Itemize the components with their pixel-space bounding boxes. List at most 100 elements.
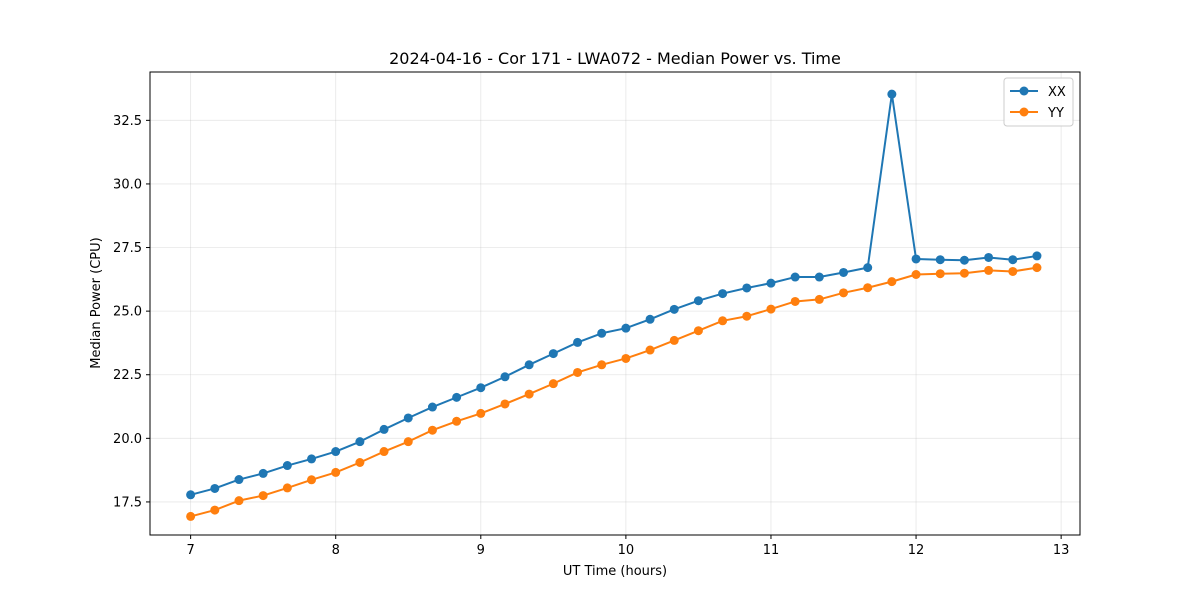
- data-point-xx: [573, 337, 583, 347]
- data-point-xx: [258, 468, 268, 478]
- data-point-xx: [234, 475, 244, 485]
- data-point-yy: [282, 483, 292, 493]
- data-point-yy: [669, 335, 679, 345]
- data-point-xx: [959, 255, 969, 265]
- data-point-yy: [693, 326, 703, 336]
- data-point-yy: [452, 416, 462, 426]
- data-point-yy: [935, 269, 945, 279]
- data-point-yy: [331, 467, 341, 477]
- data-point-yy: [887, 277, 897, 287]
- data-point-xx: [814, 272, 824, 282]
- data-point-xx: [427, 402, 437, 412]
- data-point-xx: [766, 278, 776, 288]
- data-point-xx: [669, 304, 679, 314]
- data-point-xx: [500, 372, 510, 382]
- x-tick-label: 11: [763, 543, 780, 558]
- data-point-yy: [548, 379, 558, 389]
- data-point-xx: [621, 323, 631, 333]
- data-point-xx: [718, 289, 728, 299]
- data-point-yy: [814, 294, 824, 304]
- data-point-yy: [621, 353, 631, 363]
- chart-title: 2024-04-16 - Cor 171 - LWA072 - Median P…: [389, 49, 841, 68]
- data-point-yy: [500, 399, 510, 409]
- y-axis-label: Median Power (CPU): [89, 237, 104, 368]
- x-axis-label: UT Time (hours): [563, 564, 667, 579]
- data-point-yy: [307, 475, 317, 485]
- x-tick-label: 13: [1053, 543, 1070, 558]
- legend-marker-xx: [1019, 86, 1029, 96]
- x-tick-label: 12: [908, 543, 925, 558]
- data-point-yy: [645, 345, 655, 355]
- data-point-yy: [790, 296, 800, 306]
- x-tick-label: 7: [186, 543, 194, 558]
- data-point-yy: [984, 265, 994, 275]
- data-point-xx: [307, 454, 317, 464]
- data-point-yy: [427, 425, 437, 435]
- data-point-xx: [524, 360, 534, 370]
- data-point-xx: [790, 272, 800, 282]
- data-point-xx: [355, 437, 365, 447]
- x-tick-label: 10: [618, 543, 635, 558]
- data-point-xx: [403, 413, 413, 423]
- legend-label-yy: YY: [1047, 106, 1064, 121]
- data-point-xx: [452, 392, 462, 402]
- data-point-yy: [355, 457, 365, 467]
- data-point-xx: [379, 424, 389, 434]
- data-point-xx: [935, 255, 945, 265]
- grid-layer: [150, 72, 1080, 535]
- data-point-xx: [186, 490, 196, 500]
- data-point-yy: [597, 360, 607, 370]
- data-point-yy: [573, 367, 583, 377]
- data-point-xx: [210, 483, 220, 493]
- data-point-xx: [863, 263, 873, 273]
- data-point-yy: [476, 408, 486, 418]
- series-layer: [186, 89, 1042, 521]
- data-point-xx: [597, 328, 607, 338]
- data-point-yy: [258, 491, 268, 501]
- data-point-yy: [839, 288, 849, 298]
- legend: XX YY: [1003, 77, 1074, 127]
- y-tick-label: 20.0: [113, 432, 142, 447]
- plot-frame: [149, 71, 1081, 536]
- data-point-yy: [379, 447, 389, 457]
- y-tick-label: 22.5: [113, 368, 142, 383]
- data-point-xx: [911, 254, 921, 264]
- y-tick-label: 27.5: [113, 241, 142, 256]
- data-point-xx: [282, 461, 292, 471]
- y-tick-label: 30.0: [113, 177, 142, 192]
- data-point-yy: [1032, 263, 1042, 273]
- data-point-xx: [887, 89, 897, 99]
- data-point-yy: [911, 269, 921, 279]
- data-point-xx: [331, 447, 341, 457]
- y-tick-label: 25.0: [113, 305, 142, 320]
- data-point-xx: [645, 314, 655, 324]
- data-point-yy: [863, 283, 873, 293]
- data-point-xx: [693, 296, 703, 306]
- legend-label-xx: XX: [1048, 85, 1066, 100]
- x-tick-label: 8: [332, 543, 340, 558]
- data-point-yy: [403, 437, 413, 447]
- data-point-xx: [1008, 255, 1018, 265]
- data-point-xx: [476, 383, 486, 393]
- legend-marker-yy: [1019, 107, 1029, 117]
- y-tick-label: 17.5: [113, 495, 142, 510]
- data-point-yy: [1008, 266, 1018, 276]
- y-tick-label: 32.5: [113, 114, 142, 129]
- data-point-yy: [766, 304, 776, 314]
- data-point-yy: [959, 268, 969, 278]
- data-point-xx: [984, 252, 994, 262]
- data-point-yy: [718, 316, 728, 326]
- tick-layer: 7 8 9 10 11 12 13 17.5 20.0 22.5 25.0 27.5 30.0 32.5: [113, 114, 1069, 558]
- data-point-yy: [524, 389, 534, 399]
- data-point-xx: [1032, 251, 1042, 261]
- x-tick-label: 9: [477, 543, 485, 558]
- data-point-xx: [839, 267, 849, 277]
- data-point-xx: [548, 349, 558, 359]
- data-point-yy: [186, 511, 196, 521]
- data-point-yy: [210, 505, 220, 515]
- data-point-xx: [742, 283, 752, 293]
- data-point-yy: [742, 311, 752, 321]
- data-point-yy: [234, 496, 244, 506]
